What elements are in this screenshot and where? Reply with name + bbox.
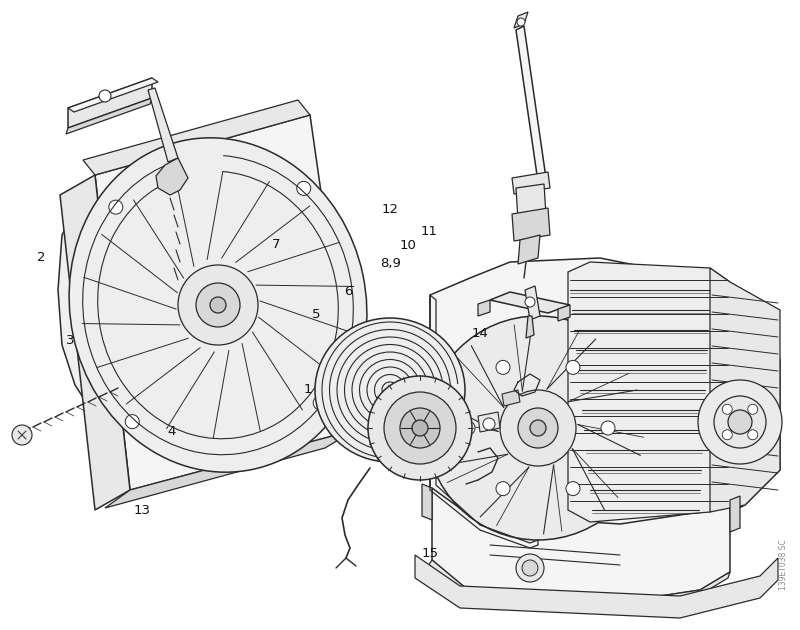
Circle shape bbox=[384, 392, 456, 464]
Polygon shape bbox=[512, 172, 550, 194]
Ellipse shape bbox=[69, 138, 367, 472]
Circle shape bbox=[126, 415, 139, 428]
Polygon shape bbox=[68, 78, 158, 112]
Circle shape bbox=[525, 297, 535, 307]
Circle shape bbox=[99, 90, 111, 102]
Circle shape bbox=[714, 396, 766, 448]
Polygon shape bbox=[58, 205, 122, 410]
Circle shape bbox=[83, 258, 97, 272]
Text: 13: 13 bbox=[134, 504, 151, 517]
Text: 10: 10 bbox=[399, 239, 417, 252]
Circle shape bbox=[210, 297, 226, 313]
Polygon shape bbox=[516, 184, 546, 220]
Polygon shape bbox=[478, 412, 500, 432]
Text: 6: 6 bbox=[344, 285, 352, 297]
Circle shape bbox=[400, 408, 440, 448]
Polygon shape bbox=[568, 262, 730, 522]
Circle shape bbox=[83, 308, 97, 322]
Circle shape bbox=[522, 560, 538, 576]
Circle shape bbox=[368, 376, 472, 480]
Polygon shape bbox=[83, 100, 310, 175]
Circle shape bbox=[109, 200, 123, 214]
Circle shape bbox=[566, 481, 580, 496]
Polygon shape bbox=[490, 292, 570, 313]
Text: 11: 11 bbox=[420, 226, 438, 238]
Polygon shape bbox=[95, 115, 355, 490]
Circle shape bbox=[722, 404, 732, 415]
Circle shape bbox=[412, 420, 428, 436]
Text: 139ET038 SC: 139ET038 SC bbox=[779, 539, 788, 590]
Polygon shape bbox=[516, 26, 546, 182]
Circle shape bbox=[516, 554, 544, 582]
Polygon shape bbox=[66, 98, 152, 134]
Polygon shape bbox=[148, 88, 178, 162]
Polygon shape bbox=[430, 258, 780, 550]
Circle shape bbox=[83, 358, 97, 372]
Polygon shape bbox=[526, 316, 534, 338]
Circle shape bbox=[517, 18, 525, 26]
Circle shape bbox=[748, 404, 758, 415]
Circle shape bbox=[566, 360, 580, 374]
Polygon shape bbox=[518, 235, 540, 264]
Circle shape bbox=[297, 181, 310, 195]
Polygon shape bbox=[428, 560, 730, 608]
Text: 3: 3 bbox=[66, 334, 74, 347]
Circle shape bbox=[196, 283, 240, 327]
Polygon shape bbox=[156, 158, 188, 195]
Circle shape bbox=[722, 430, 732, 440]
Text: 14: 14 bbox=[471, 328, 489, 340]
Text: 1: 1 bbox=[304, 383, 312, 396]
Ellipse shape bbox=[315, 318, 465, 462]
Circle shape bbox=[748, 430, 758, 440]
Text: 8,9: 8,9 bbox=[380, 257, 401, 270]
Circle shape bbox=[178, 265, 258, 345]
Polygon shape bbox=[68, 78, 152, 128]
Circle shape bbox=[728, 410, 752, 434]
Text: 12: 12 bbox=[382, 203, 399, 215]
Polygon shape bbox=[502, 390, 520, 406]
Polygon shape bbox=[514, 12, 528, 28]
Circle shape bbox=[500, 390, 576, 466]
Circle shape bbox=[313, 396, 327, 410]
Circle shape bbox=[698, 380, 782, 464]
Text: 4: 4 bbox=[168, 425, 176, 438]
Text: 5: 5 bbox=[312, 309, 320, 321]
Text: 15: 15 bbox=[422, 547, 439, 559]
Polygon shape bbox=[525, 286, 540, 320]
Circle shape bbox=[496, 481, 510, 496]
Polygon shape bbox=[105, 430, 355, 508]
Circle shape bbox=[530, 420, 546, 436]
Polygon shape bbox=[60, 175, 130, 510]
Polygon shape bbox=[730, 496, 740, 532]
Circle shape bbox=[12, 425, 32, 445]
Polygon shape bbox=[558, 305, 570, 321]
Polygon shape bbox=[478, 300, 490, 316]
Polygon shape bbox=[512, 208, 550, 241]
Circle shape bbox=[483, 418, 495, 430]
Polygon shape bbox=[432, 488, 730, 602]
Text: 2: 2 bbox=[38, 251, 46, 263]
Circle shape bbox=[518, 408, 558, 448]
Circle shape bbox=[461, 421, 475, 435]
Text: 7: 7 bbox=[272, 238, 280, 251]
Polygon shape bbox=[710, 268, 780, 512]
Circle shape bbox=[426, 316, 650, 540]
Polygon shape bbox=[415, 555, 778, 618]
Circle shape bbox=[601, 421, 615, 435]
Circle shape bbox=[496, 360, 510, 374]
Polygon shape bbox=[422, 484, 432, 520]
